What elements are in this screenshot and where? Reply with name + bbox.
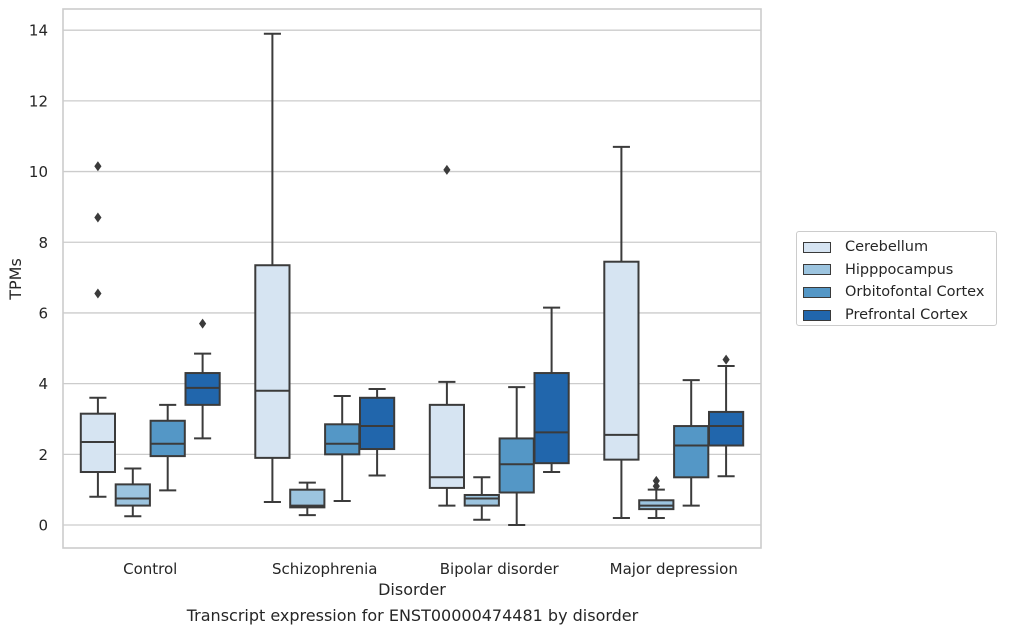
box-body: [358, 396, 396, 451]
box: [428, 164, 466, 507]
x-tick-label: Bipolar disorder: [440, 560, 560, 578]
box-body: [533, 372, 570, 465]
y-tick-label: 8: [38, 234, 48, 252]
box-plot-boxes: [79, 32, 745, 527]
box-body: [707, 410, 745, 447]
x-tick-label: Control: [123, 560, 177, 578]
y-tick-label: 14: [29, 22, 48, 40]
legend-swatch-cerebellum: [803, 241, 831, 253]
box: [673, 379, 710, 507]
legend-item-hippocampus: Hipppocampus: [803, 259, 988, 282]
y-axis-label: TPMs: [6, 258, 25, 301]
y-tick-label: 6: [38, 304, 48, 322]
y-tick-label: 4: [38, 375, 48, 393]
figure-caption: Transcript expression for ENST0000047448…: [186, 606, 639, 625]
outlier-marker: [652, 475, 660, 486]
legend-label: Hipppocampus: [845, 261, 954, 278]
legend-swatch-hippocampus: [803, 264, 831, 276]
box: [324, 395, 361, 502]
outlier-marker: [443, 164, 451, 175]
x-tick-label: Schizophrenia: [272, 560, 377, 578]
legend-item-prefrontal-cortex: Prefrontal Cortex: [803, 304, 988, 327]
legend: Cerebellum Hipppocampus Orbitofontal Cor…: [796, 231, 997, 326]
legend-label: Orbitofontal Cortex: [845, 284, 985, 301]
legend-swatch-prefrontal-cortex: [803, 309, 831, 321]
box: [79, 161, 117, 498]
box: [638, 475, 675, 519]
y-tick-label: 2: [38, 446, 48, 464]
box-body: [463, 493, 500, 507]
box: [149, 403, 186, 492]
legend-item-orbitofrontal-cortex: Orbitofontal Cortex: [803, 281, 988, 304]
box-body: [324, 423, 361, 456]
outlier-marker: [94, 212, 102, 223]
y-tick-label: 0: [38, 517, 48, 535]
legend-item-cerebellum: Cerebellum: [803, 236, 988, 259]
outlier-marker: [199, 318, 207, 329]
box: [114, 467, 151, 518]
box-body: [114, 483, 151, 507]
box-body: [254, 264, 291, 459]
box-body: [428, 403, 466, 489]
outlier-marker: [94, 288, 102, 299]
outlier-marker: [722, 354, 730, 365]
x-tick-label: Major depression: [610, 560, 738, 578]
y-tick-label: 10: [29, 163, 48, 181]
box: [254, 32, 291, 504]
legend-swatch-orbitofrontal-cortex: [803, 286, 831, 298]
box-body: [603, 260, 640, 461]
box: [463, 476, 500, 521]
box: [533, 306, 570, 474]
x-tick-labels: Control Schizophrenia Bipolar disorder Majo…: [123, 560, 738, 578]
y-tick-labels: 0 2 4 6 8 10 12 14: [29, 22, 48, 535]
box: [707, 354, 745, 478]
legend-label: Prefrontal Cortex: [845, 307, 968, 324]
box: [289, 481, 326, 517]
box: [184, 318, 221, 440]
box-body: [673, 425, 710, 479]
box-body: [289, 488, 326, 509]
box: [603, 145, 640, 519]
x-axis-label: Disorder: [378, 580, 446, 599]
y-tick-label: 12: [29, 92, 48, 110]
plot-area-frame: [62, 8, 762, 549]
legend-label: Cerebellum: [845, 239, 929, 256]
outlier-marker: [652, 481, 660, 492]
box-body: [184, 372, 221, 406]
box-body: [149, 419, 186, 458]
box: [358, 387, 396, 477]
box: [498, 386, 535, 527]
outlier-marker: [94, 161, 102, 172]
box-body: [498, 437, 535, 494]
